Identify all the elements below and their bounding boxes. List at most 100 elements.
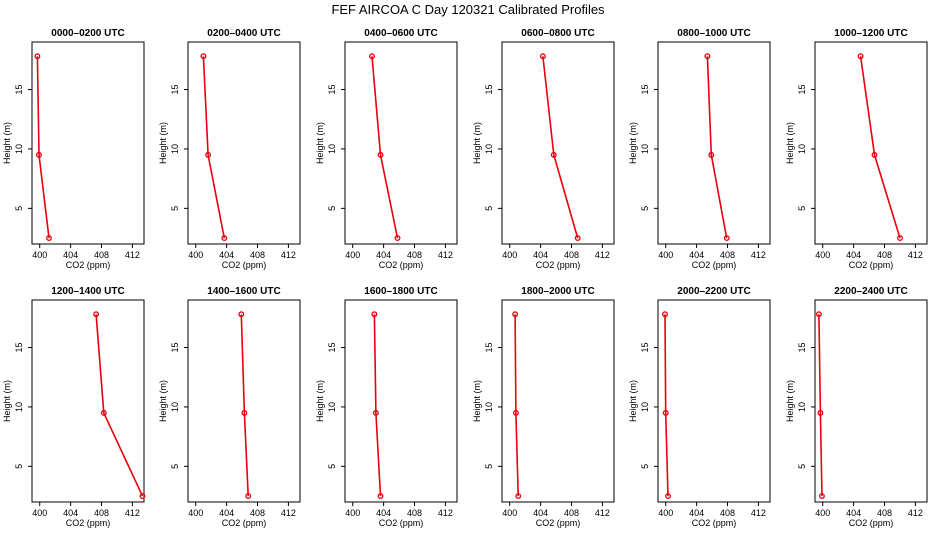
x-tick-label: 400 — [815, 250, 830, 260]
x-tick-label: 404 — [846, 508, 861, 518]
y-axis-label: Height (m) — [472, 380, 482, 422]
plot-frame — [31, 299, 145, 503]
x-tick-label: 400 — [502, 250, 517, 260]
profile-point — [377, 151, 384, 158]
x-axis-label: CO2 (ppm) — [379, 518, 424, 528]
profile-point — [704, 53, 711, 60]
profile-point — [238, 311, 245, 318]
figure-title: FEF AIRCOA C Day 120321 Calibrated Profi… — [331, 2, 605, 17]
x-tick-label: 400 — [188, 508, 203, 518]
y-tick-label: 10 — [797, 144, 807, 154]
x-tick-label: 408 — [94, 508, 109, 518]
profile-point — [550, 151, 557, 158]
panel-7: 1200–1400 UTC 400 404 408 412 CO2 (ppm) 5 10 15 H… — [2, 286, 146, 528]
profile-point — [662, 409, 669, 416]
panel-2: 0200–0400 UTC 400 404 408 412 CO2 (ppm) 5 10 15 H… — [158, 28, 301, 270]
x-tick-label: 412 — [908, 508, 923, 518]
y-tick-label: 15 — [14, 343, 24, 353]
x-tick-label: 412 — [595, 250, 610, 260]
y-tick-label: 10 — [797, 402, 807, 412]
x-tick-label: 408 — [250, 250, 265, 260]
panel-3: 0400–0600 UTC 400 404 408 412 CO2 (ppm) 5 10 15 H… — [315, 28, 458, 270]
panel-6: 1000–1200 UTC 400 404 408 412 CO2 (ppm) 5 10 15 H… — [785, 28, 928, 270]
y-axis-label: Height (m) — [158, 380, 168, 422]
profile-line — [371, 56, 399, 239]
y-tick-label: 15 — [327, 343, 337, 353]
y-axis-label: Height (m) — [472, 122, 482, 164]
profile-point — [723, 235, 730, 242]
profile-line — [514, 314, 519, 497]
x-tick-label: 412 — [751, 250, 766, 260]
panel-title: 2000–2200 UTC — [677, 286, 750, 297]
y-tick-label: 15 — [170, 343, 180, 353]
profile-point — [369, 53, 375, 60]
x-axis-label: CO2 (ppm) — [536, 260, 581, 270]
profile-point — [34, 53, 41, 60]
x-axis-label: CO2 (ppm) — [66, 518, 111, 528]
profile-point — [372, 409, 379, 416]
profile-point — [819, 493, 825, 500]
plot-frame — [657, 299, 771, 503]
plot-frame — [657, 41, 771, 245]
y-tick-label: 5 — [640, 206, 650, 211]
y-tick-label: 10 — [14, 144, 24, 154]
profile-point — [515, 493, 522, 500]
x-tick-label: 400 — [815, 508, 830, 518]
plot-frame — [187, 299, 301, 503]
profile-point — [512, 409, 519, 416]
x-tick-label: 404 — [376, 250, 391, 260]
panel-11: 2000–2200 UTC 400 404 408 412 CO2 (ppm) 5 10 15 H… — [628, 286, 771, 528]
x-tick-label: 404 — [219, 250, 234, 260]
panel-title: 0600–0800 UTC — [521, 28, 594, 39]
profile-line — [36, 56, 50, 239]
profile-point — [377, 493, 384, 500]
panel-title: 1000–1200 UTC — [834, 28, 907, 39]
x-tick-label: 412 — [751, 508, 766, 518]
y-tick-label: 10 — [14, 402, 24, 412]
profile-point — [221, 235, 228, 242]
panel-title: 1200–1400 UTC — [51, 286, 124, 297]
profile-point — [93, 311, 100, 318]
x-tick-label: 400 — [658, 250, 673, 260]
profile-point — [245, 493, 252, 500]
y-tick-label: 5 — [14, 206, 24, 211]
x-axis-label: CO2 (ppm) — [66, 260, 111, 270]
plot-frame — [501, 41, 615, 245]
x-tick-label: 404 — [533, 250, 548, 260]
x-tick-label: 408 — [720, 508, 735, 518]
x-tick-label: 408 — [94, 250, 109, 260]
x-tick-label: 412 — [125, 250, 140, 260]
profile-line — [542, 56, 579, 239]
x-tick-label: 404 — [689, 250, 704, 260]
profile-line — [664, 314, 669, 497]
profile-line — [706, 56, 728, 239]
y-axis-label: Height (m) — [785, 380, 795, 422]
panel-title: 1400–1600 UTC — [207, 286, 280, 297]
x-tick-label: 412 — [281, 250, 296, 260]
x-tick-label: 400 — [32, 250, 47, 260]
x-tick-label: 412 — [438, 250, 453, 260]
x-axis-label: CO2 (ppm) — [849, 260, 894, 270]
plot-frame — [814, 41, 928, 245]
profile-point — [662, 311, 668, 318]
panel-12: 2200–2400 UTC 400 404 408 412 CO2 (ppm) 5 10 15 H… — [785, 286, 928, 528]
profile-point — [512, 311, 519, 318]
y-tick-label: 15 — [14, 85, 24, 95]
x-tick-label: 412 — [125, 508, 140, 518]
x-tick-label: 404 — [689, 508, 704, 518]
y-tick-label: 10 — [327, 144, 337, 154]
profile-line — [202, 56, 226, 239]
plot-frame — [501, 299, 615, 503]
y-tick-label: 5 — [327, 206, 337, 211]
y-tick-label: 5 — [797, 206, 807, 211]
y-axis-label: Height (m) — [315, 380, 325, 422]
y-tick-label: 10 — [640, 402, 650, 412]
y-axis-label: Height (m) — [2, 380, 12, 422]
panel-9: 1600–1800 UTC 400 404 408 412 CO2 (ppm) 5 10 15 H… — [315, 286, 458, 528]
profile-point — [574, 235, 581, 242]
y-tick-label: 10 — [484, 402, 494, 412]
y-tick-label: 15 — [484, 343, 494, 353]
profile-point — [708, 151, 715, 158]
y-tick-label: 15 — [797, 343, 807, 353]
